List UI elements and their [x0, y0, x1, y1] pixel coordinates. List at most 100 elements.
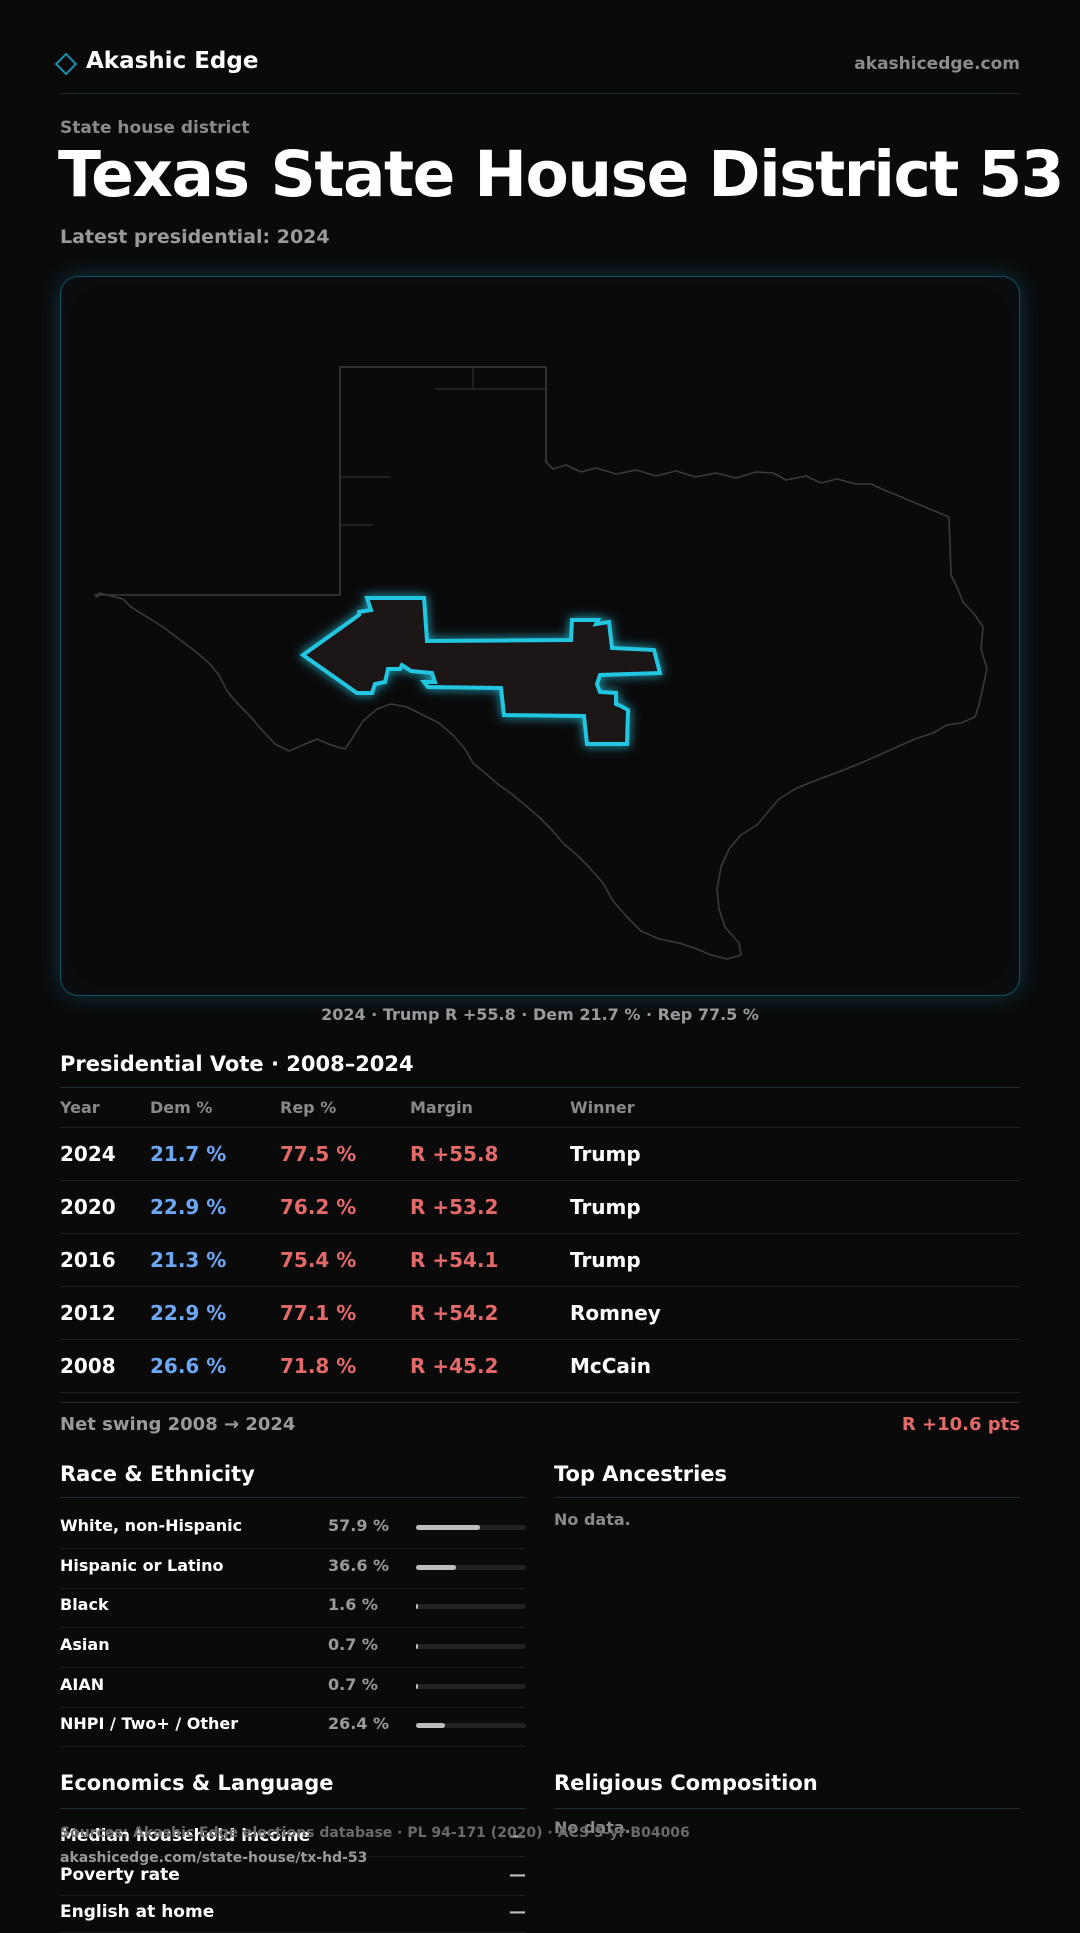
- col-margin: Margin: [410, 1098, 473, 1117]
- economics-value: —: [509, 1865, 526, 1885]
- brand-name[interactable]: Akashic Edge: [86, 48, 259, 74]
- race-row: Asian 0.7 %: [60, 1627, 526, 1668]
- race-bar: [416, 1604, 526, 1609]
- logo-diamond-icon: [54, 52, 78, 76]
- race-row: White, non-Hispanic 57.9 %: [60, 1508, 526, 1549]
- race-divider: [60, 1497, 526, 1498]
- table-row: 2024 21.7 % 77.5 % R +55.8 Trump: [60, 1128, 1020, 1181]
- section-divider: [60, 1087, 1020, 1088]
- race-row: Hispanic or Latino 36.6 %: [60, 1548, 526, 1589]
- title-district: State House District 53: [270, 138, 1064, 211]
- cell-year: 2020: [60, 1195, 116, 1219]
- cell-year: 2016: [60, 1248, 116, 1272]
- cell-rep: 77.5 %: [280, 1142, 357, 1166]
- economics-section-title: Economics & Language: [60, 1771, 334, 1795]
- race-value: 57.9 %: [328, 1516, 390, 1535]
- cell-winner: Trump: [570, 1248, 641, 1272]
- col-dem: Dem %: [150, 1098, 213, 1117]
- header-divider: [60, 93, 1020, 94]
- district-map[interactable]: [60, 276, 1020, 996]
- race-bar-fill: [416, 1525, 480, 1530]
- col-year: Year: [60, 1098, 100, 1117]
- race-bar-fill: [416, 1644, 419, 1649]
- net-swing-label: Net swing 2008 → 2024: [60, 1414, 296, 1435]
- table-row: 2012 22.9 % 77.1 % R +54.2 Romney: [60, 1287, 1020, 1340]
- cell-margin: R +53.2: [410, 1195, 499, 1219]
- table-row: 2016 21.3 % 75.4 % R +54.1 Trump: [60, 1234, 1020, 1287]
- site-link[interactable]: akashicedge.com: [854, 54, 1020, 74]
- footer-sources: Sources: Akashic Edge elections database…: [60, 1825, 690, 1841]
- economics-label: Median household income: [60, 1826, 311, 1846]
- cell-dem: 21.7 %: [150, 1142, 227, 1166]
- race-row: AIAN 0.7 %: [60, 1667, 526, 1708]
- race-label: Hispanic or Latino: [60, 1556, 224, 1575]
- race-label: White, non-Hispanic: [60, 1516, 243, 1535]
- cell-winner: Trump: [570, 1142, 641, 1166]
- col-winner: Winner: [570, 1098, 635, 1117]
- religion-divider: [554, 1808, 1020, 1809]
- race-section-title: Race & Ethnicity: [60, 1462, 255, 1486]
- race-bar: [416, 1684, 526, 1689]
- cell-rep: 76.2 %: [280, 1195, 357, 1219]
- cell-winner: Romney: [570, 1301, 661, 1325]
- state-outline: [94, 366, 988, 960]
- cell-dem: 22.9 %: [150, 1301, 227, 1325]
- cell-dem: 21.3 %: [150, 1248, 227, 1272]
- texas-map-svg: [94, 366, 988, 960]
- race-bar-fill: [416, 1684, 419, 1689]
- race-row: Black 1.6 %: [60, 1587, 526, 1628]
- economics-value: —: [509, 1826, 526, 1846]
- race-value: 0.7 %: [328, 1675, 378, 1694]
- table-row: 2020 22.9 % 76.2 % R +53.2 Trump: [60, 1181, 1020, 1234]
- table-row: 2008 26.6 % 71.8 % R +45.2 McCain: [60, 1340, 1020, 1393]
- race-value: 26.4 %: [328, 1714, 390, 1733]
- page-eyebrow: State house district: [60, 118, 250, 138]
- race-bar-fill: [416, 1723, 446, 1728]
- ancestry-divider: [554, 1497, 1020, 1498]
- footer-url[interactable]: akashicedge.com/state-house/tx-hd-53: [60, 1850, 368, 1866]
- cell-rep: 71.8 %: [280, 1354, 357, 1378]
- cell-margin: R +45.2: [410, 1354, 499, 1378]
- cell-dem: 26.6 %: [150, 1354, 227, 1378]
- race-bar: [416, 1644, 526, 1649]
- race-value: 1.6 %: [328, 1595, 378, 1614]
- cell-winner: Trump: [570, 1195, 641, 1219]
- race-label: Black: [60, 1595, 109, 1614]
- cell-winner: McCain: [570, 1354, 652, 1378]
- cell-year: 2024: [60, 1142, 116, 1166]
- cell-rep: 75.4 %: [280, 1248, 357, 1272]
- page-title: Texas State House District 53: [58, 138, 1065, 211]
- page-subtitle: Latest presidential: 2024: [60, 226, 330, 248]
- economics-divider: [60, 1808, 526, 1809]
- presidential-section-title: Presidential Vote · 2008–2024: [60, 1052, 414, 1076]
- district-53-shape: [299, 596, 663, 746]
- col-rep: Rep %: [280, 1098, 337, 1117]
- race-bar-fill: [416, 1604, 419, 1609]
- race-label: AIAN: [60, 1675, 105, 1694]
- table-header-divider: [60, 1127, 1020, 1128]
- economics-label: Poverty rate: [60, 1865, 180, 1885]
- economics-row: Poverty rate —: [60, 1857, 526, 1896]
- race-bar: [416, 1565, 526, 1570]
- religion-empty: No data.: [554, 1818, 631, 1837]
- cell-margin: R +55.8: [410, 1142, 499, 1166]
- economics-row: English at home —: [60, 1894, 526, 1933]
- cell-dem: 22.9 %: [150, 1195, 227, 1219]
- ancestry-section-title: Top Ancestries: [554, 1462, 728, 1486]
- religion-section-title: Religious Composition: [554, 1771, 818, 1795]
- economics-value: —: [509, 1902, 526, 1922]
- race-value: 0.7 %: [328, 1635, 378, 1654]
- state-internal-lines: [340, 367, 546, 526]
- race-row: NHPI / Two+ / Other 26.4 %: [60, 1706, 526, 1747]
- cell-year: 2012: [60, 1301, 116, 1325]
- economics-label: English at home: [60, 1902, 215, 1922]
- race-bar-fill: [416, 1565, 457, 1570]
- economics-row: Median household income —: [60, 1818, 526, 1857]
- cell-margin: R +54.1: [410, 1248, 499, 1272]
- race-bar: [416, 1723, 526, 1728]
- race-label: Asian: [60, 1635, 110, 1654]
- cell-rep: 77.1 %: [280, 1301, 357, 1325]
- table-bottom-divider: [60, 1402, 1020, 1403]
- cell-year: 2008: [60, 1354, 116, 1378]
- cell-margin: R +54.2: [410, 1301, 499, 1325]
